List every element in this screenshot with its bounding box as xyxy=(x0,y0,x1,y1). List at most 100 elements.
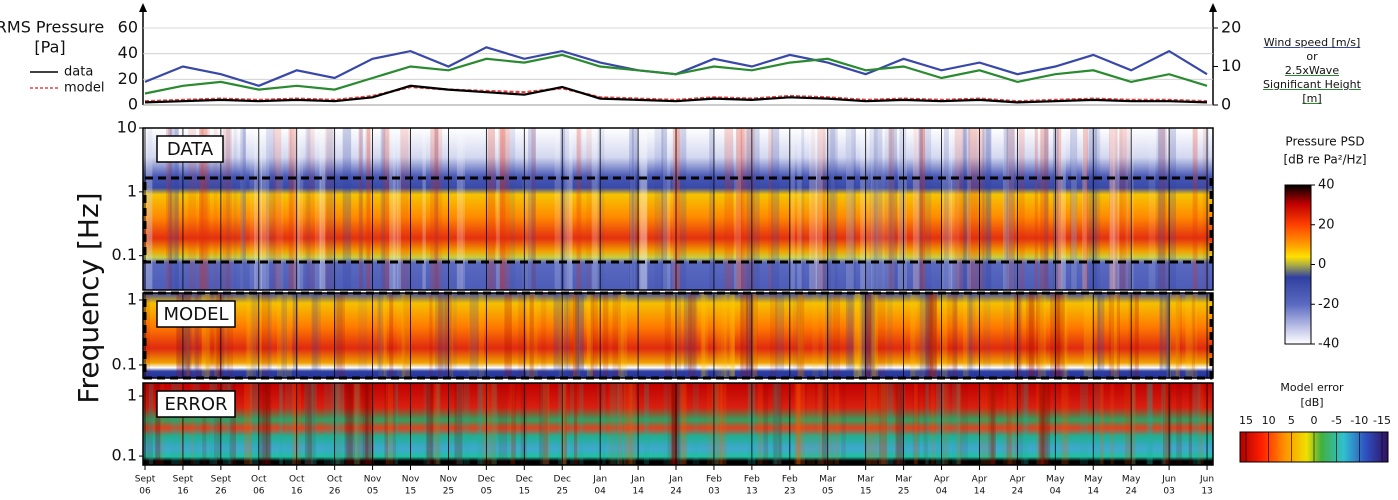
spectrogram-texture xyxy=(886,383,894,465)
spectrogram-texture xyxy=(850,128,856,290)
spectrogram-texture xyxy=(869,293,875,378)
spectrogram-texture xyxy=(542,383,550,465)
x-tick-label: Jun xyxy=(1161,475,1176,485)
spectrogram-texture xyxy=(834,383,840,465)
spectrogram-texture xyxy=(878,383,888,465)
spectrogram-texture xyxy=(1041,383,1049,465)
spectrogram-texture xyxy=(963,128,968,290)
spectrogram-texture xyxy=(336,293,345,378)
spectrogram-texture xyxy=(216,293,225,378)
spectrogram-texture xyxy=(209,383,218,465)
spectrogram-texture xyxy=(746,293,754,378)
spectrogram xyxy=(143,293,1213,378)
x-tick-label: Apr xyxy=(934,475,950,485)
spectrogram-texture xyxy=(1037,293,1047,378)
spectrogram-texture xyxy=(292,383,298,465)
spectrogram-texture xyxy=(1041,383,1051,465)
spectrogram-texture xyxy=(969,293,976,378)
spectrogram-texture xyxy=(438,293,442,378)
legend-label: model xyxy=(64,81,104,96)
spectrogram-texture xyxy=(213,383,221,465)
spectrogram-texture xyxy=(847,293,853,378)
spectrogram-texture xyxy=(468,293,478,378)
spectrogram-texture xyxy=(365,128,370,290)
spectrogram-texture xyxy=(955,383,962,465)
spectrogram-texture xyxy=(1134,293,1139,378)
spectrogram-texture xyxy=(195,293,202,378)
spectrogram-texture xyxy=(1125,128,1129,290)
spectrogram-texture xyxy=(289,128,297,290)
spectrogram-texture xyxy=(918,128,926,290)
x-tick-label: Dec xyxy=(516,475,533,485)
spectrogram-texture xyxy=(563,383,568,465)
series-line xyxy=(144,84,1208,104)
spectrogram-texture xyxy=(249,383,259,465)
spectrogram-texture xyxy=(681,383,686,465)
spectrogram-texture xyxy=(700,293,706,378)
spectrogram-texture xyxy=(357,383,367,465)
spectrogram-texture xyxy=(233,128,238,290)
spectrogram-texture xyxy=(266,128,275,290)
x-tick-label: 04 xyxy=(936,487,948,497)
spectrogram-texture xyxy=(797,128,802,290)
spectrogram-texture xyxy=(914,383,918,465)
spectrogram-texture xyxy=(389,293,394,378)
spectrogram-texture xyxy=(177,293,182,378)
spectrogram-texture xyxy=(1040,128,1049,290)
spectrogram-texture xyxy=(575,293,579,378)
spectrogram-texture xyxy=(912,383,920,465)
spectrogram-texture xyxy=(378,293,386,378)
y-axis-unit: [Pa] xyxy=(34,38,65,57)
y-tick-label: 1 xyxy=(127,386,137,405)
spectrogram-texture xyxy=(1163,383,1172,465)
spectrogram-texture xyxy=(692,383,699,465)
spectrogram-texture xyxy=(222,128,232,290)
panel-label: DATA xyxy=(167,139,214,160)
spectrogram-texture xyxy=(319,128,326,290)
spectrogram-texture xyxy=(749,293,758,378)
spectrogram-texture xyxy=(717,293,727,378)
spectrogram-texture xyxy=(1166,293,1170,378)
spectrogram-texture xyxy=(740,293,744,378)
spectrogram-texture xyxy=(746,293,754,378)
spectrogram-texture xyxy=(389,128,396,290)
spectrogram-texture xyxy=(337,383,341,465)
x-tick-label: May xyxy=(1084,475,1103,485)
spectrogram-texture xyxy=(227,383,233,465)
spectrogram-texture xyxy=(680,128,687,290)
x-tick-label: Oct xyxy=(289,475,305,485)
spectrogram-texture xyxy=(888,128,895,290)
spectrogram-texture xyxy=(167,128,173,290)
spectrogram-texture xyxy=(183,293,193,378)
y-tick-label: 20 xyxy=(118,69,138,88)
x-tick-label: Nov xyxy=(364,475,382,485)
spectrogram-texture xyxy=(296,128,304,290)
spectrogram-texture xyxy=(214,293,219,378)
spectrogram-texture xyxy=(1158,128,1167,290)
spectrogram-texture xyxy=(359,128,364,290)
x-tick-label: 24 xyxy=(670,487,682,497)
spectrogram-texture xyxy=(154,383,162,465)
spectrogram-texture xyxy=(1097,293,1101,378)
spectrogram-texture xyxy=(925,293,933,378)
spectrogram-texture xyxy=(382,128,389,290)
spectrogram-texture xyxy=(1109,128,1116,290)
spectrogram-texture xyxy=(1070,128,1078,290)
spectrogram-texture xyxy=(469,293,479,378)
spectrogram-texture xyxy=(528,128,536,290)
spectrogram-texture xyxy=(930,293,938,378)
spectrogram-texture xyxy=(617,383,623,465)
spectrogram-texture xyxy=(1110,383,1115,465)
colorbar xyxy=(1284,184,1312,345)
spectrogram-texture xyxy=(385,383,394,465)
y2-tick-label: 10 xyxy=(1221,56,1241,75)
y-tick-label: 1 xyxy=(127,289,137,308)
x-tick-label: 26 xyxy=(329,487,341,497)
y2-tick-label: 20 xyxy=(1221,18,1241,37)
spectrogram-texture xyxy=(1028,293,1035,378)
spectrogram-texture xyxy=(1163,383,1170,465)
spectrogram-texture xyxy=(509,128,516,290)
spectrogram-texture xyxy=(1108,128,1114,290)
spectrogram-texture xyxy=(1157,128,1166,290)
spectrogram-texture xyxy=(680,383,688,465)
